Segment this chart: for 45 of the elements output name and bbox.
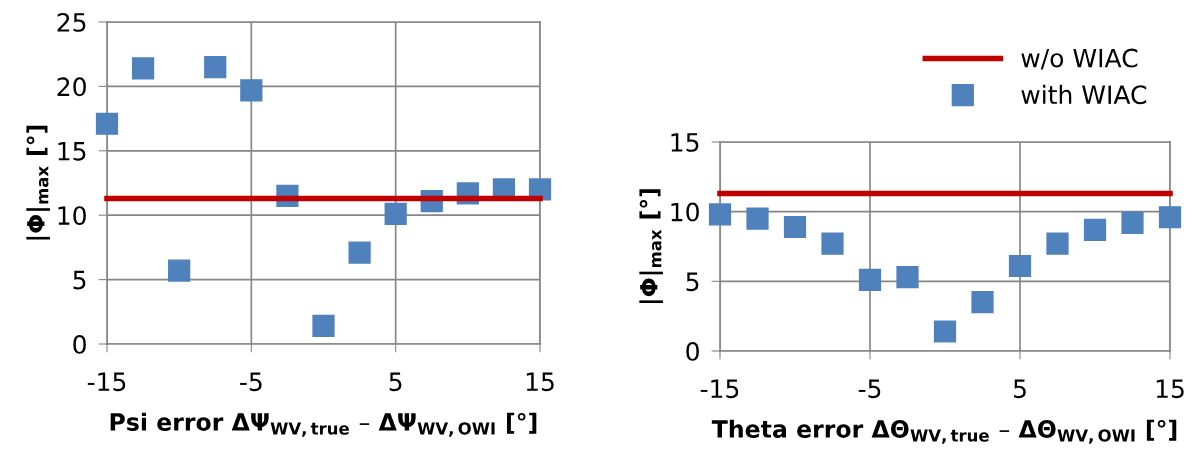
point <box>971 291 994 314</box>
point <box>1083 218 1107 241</box>
point <box>858 268 882 292</box>
point <box>240 79 263 102</box>
x-tick-label: 15 <box>526 372 554 392</box>
x-tick-label: -5 <box>858 379 881 399</box>
y-tick-label: 10 <box>671 202 699 222</box>
y-tick-label: 20 <box>57 77 86 97</box>
point <box>384 202 407 226</box>
y-tick-label: 15 <box>58 142 86 161</box>
y-tick-label: 0 <box>73 334 86 354</box>
point <box>783 215 807 239</box>
x-tick-label: 5 <box>1013 379 1026 399</box>
x-tick-label: 15 <box>1156 379 1184 399</box>
point <box>204 55 227 79</box>
point <box>1121 211 1144 234</box>
point <box>708 203 732 226</box>
x-axis-title: Theta error ΔΘ$_{WV,true}$ – ΔΘ$_{WV,OWI}$ [°] <box>711 419 1177 444</box>
y-tick-label: 5 <box>686 272 699 292</box>
point <box>1046 232 1069 255</box>
x-axis-title: Psi error ΔΨ$_{WV,true}$ – ΔΨ$_{WV,OWI}$ [°] <box>110 412 537 437</box>
y-tick-label: 10 <box>58 206 86 226</box>
point <box>348 241 371 264</box>
y-tick-label: 15 <box>671 133 699 152</box>
point <box>896 266 919 289</box>
point <box>95 112 119 135</box>
point <box>168 259 191 282</box>
point <box>1008 254 1032 278</box>
point <box>131 57 155 80</box>
point <box>933 320 957 343</box>
legend-label: w/o WIAC <box>1021 48 1138 70</box>
point <box>746 207 769 230</box>
x-tick-label: -15 <box>87 372 126 392</box>
legend-label: with WIAC <box>1021 84 1147 105</box>
point <box>1158 206 1182 229</box>
y-axis-title: |Φ|$_{max}$ [°] <box>639 189 663 303</box>
point <box>312 314 335 338</box>
x-tick-label: 5 <box>389 372 402 392</box>
y-tick-label: 25 <box>57 12 86 32</box>
y-tick-label: 0 <box>686 341 699 361</box>
x-tick-label: -5 <box>240 372 262 392</box>
y-axis-title: |Φ|$_{max}$ [°] <box>26 125 50 240</box>
point <box>821 232 844 255</box>
y-tick-label: 5 <box>73 270 86 290</box>
x-tick-label: -15 <box>700 379 739 399</box>
